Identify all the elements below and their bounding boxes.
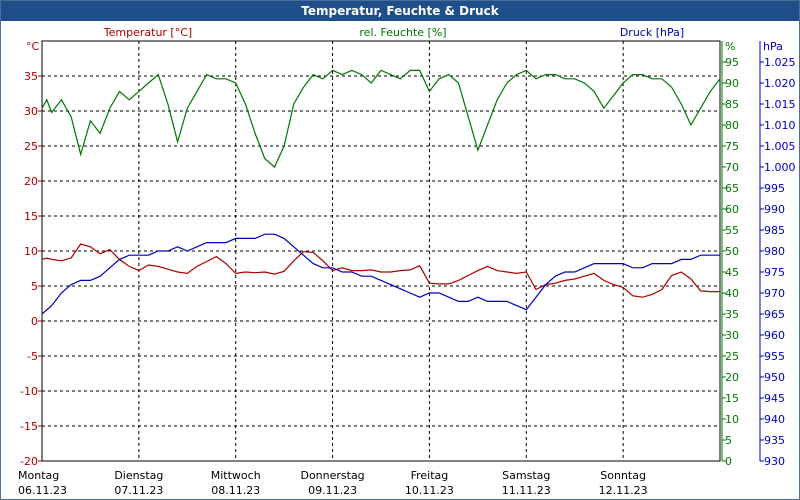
pressure-tick-label: 940 [764,413,785,426]
humidity-tick-label: 30 [725,329,739,342]
humidity-tick-label: 85 [725,98,739,111]
x-day-label: Dienstag [114,469,163,482]
temperature-tick-label: 20 [24,175,38,188]
x-date-label: 08.11.23 [211,484,260,497]
humidity-tick-label: 90 [725,77,739,90]
humidity-tick-label: 95 [725,56,739,69]
grid-lines [42,41,720,462]
pressure-tick-label: 955 [764,350,785,363]
humidity-tick-label: 25 [725,350,739,363]
pressure-tick-label: 950 [764,371,785,384]
temperature-tick-label: 5 [31,280,38,293]
humidity-tick-label: 50 [725,245,739,258]
pressure-tick-label: 970 [764,287,785,300]
x-day-label: Samstag [502,469,550,482]
temperature-tick-label: 15 [24,210,38,223]
temperature-tick-label: -20 [20,455,38,468]
humidity-tick-label: 35 [725,308,739,321]
x-date-label: 11.11.23 [502,484,551,497]
temperature-series-line [41,243,720,298]
humidity-tick-label: 40 [725,287,739,300]
pressure-tick-label: 960 [764,329,785,342]
humidity-tick-label: 70 [725,161,739,174]
temperature-unit: °C [26,40,40,53]
x-day-label: Sonntag [600,469,646,482]
temperature-tick-label: 10 [24,245,38,258]
x-date-label: 07.11.23 [114,484,163,497]
data-series [41,69,721,315]
humidity-tick-label: 0 [725,455,732,468]
humidity-unit: % [725,40,735,53]
humidity-tick-label: 15 [725,392,739,405]
humidity-tick-label: 75 [725,140,739,153]
temperature-tick-label: -15 [20,420,38,433]
pressure-tick-label: 935 [764,434,785,447]
humidity-tick-label: 60 [725,203,739,216]
pressure-tick-label: 1.010 [764,119,796,132]
tick-labels: 35302520151050-5-10-15-20959085807570656… [18,56,796,497]
x-day-label: Freitag [411,469,449,482]
humidity-tick-label: 5 [725,434,732,447]
x-date-label: 12.11.23 [599,484,648,497]
pressure-axis-title: Druck [hPa] [620,26,684,39]
x-day-label: Donnerstag [300,469,364,482]
temperature-tick-label: 30 [24,105,38,118]
chart-title: Temperatur, Feuchte & Druck [1,1,799,21]
pressure-tick-label: 1.015 [764,98,796,111]
humidity-axis-title: rel. Feuchte [%] [359,26,446,39]
pressure-tick-label: 930 [764,455,785,468]
pressure-tick-label: 945 [764,392,785,405]
pressure-tick-label: 980 [764,245,785,258]
pressure-tick-label: 1.025 [764,56,796,69]
x-date-label: 09.11.23 [308,484,357,497]
axes [41,40,761,462]
humidity-tick-label: 45 [725,266,739,279]
pressure-tick-label: 995 [764,182,785,195]
x-day-label: Mittwoch [211,469,261,482]
temperature-axis-title: Temperatur [°C] [103,26,192,39]
pressure-tick-label: 1.005 [764,140,796,153]
temperature-tick-label: -5 [27,350,38,363]
pressure-series-line [41,233,720,315]
humidity-tick-label: 20 [725,371,739,384]
temperature-tick-label: -10 [20,385,38,398]
humidity-series-line [41,69,721,168]
humidity-tick-label: 55 [725,224,739,237]
temperature-tick-label: 25 [24,140,38,153]
pressure-tick-label: 1.020 [764,77,796,90]
pressure-tick-label: 990 [764,203,785,216]
humidity-tick-label: 10 [725,413,739,426]
pressure-tick-label: 975 [764,266,785,279]
pressure-tick-label: 985 [764,224,785,237]
pressure-unit: hPa [763,40,783,53]
x-date-label: 10.11.23 [405,484,454,497]
temperature-tick-label: 35 [24,70,38,83]
x-date-label: 06.11.23 [18,484,67,497]
temperature-tick-label: 0 [31,315,38,328]
pressure-tick-label: 965 [764,308,785,321]
pressure-tick-label: 1.000 [764,161,796,174]
x-day-label: Montag [18,469,59,482]
humidity-tick-label: 65 [725,182,739,195]
humidity-tick-label: 80 [725,119,739,132]
